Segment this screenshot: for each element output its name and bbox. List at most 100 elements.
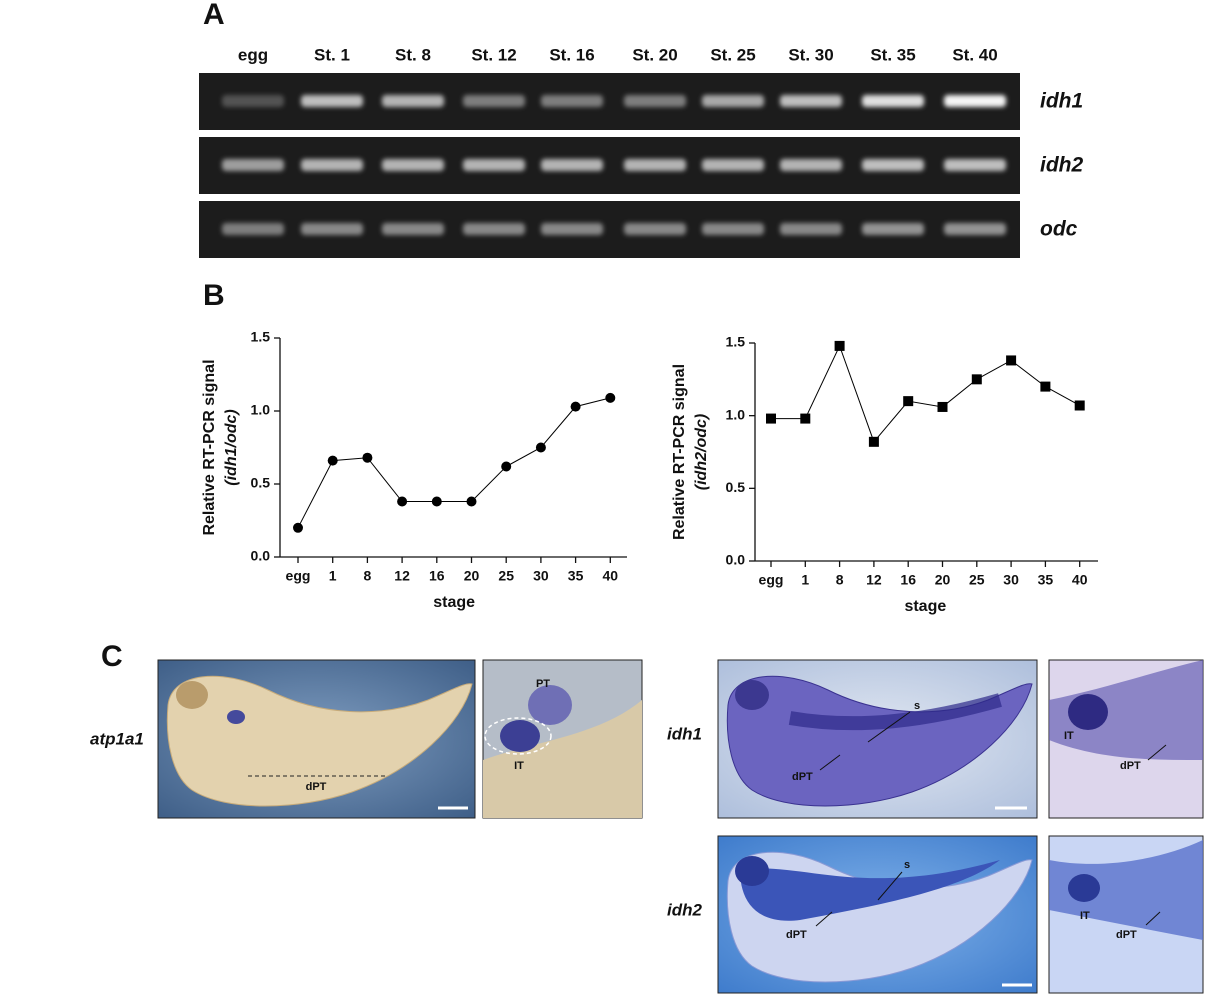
data-point [397, 496, 408, 507]
data-point [431, 496, 442, 507]
data-point [535, 442, 546, 453]
image-idh2: s dPT [717, 835, 1038, 994]
y-axis-label: Relative RT-PCR signal [201, 359, 218, 535]
gel-band [222, 223, 284, 235]
data-point [903, 396, 914, 407]
y-tick-label: 1.0 [251, 402, 271, 418]
annotation: IT [514, 760, 524, 772]
annotation: dPT [1120, 760, 1141, 772]
y-tick-label: 0.5 [726, 479, 746, 495]
gel-band [862, 223, 924, 235]
data-point [937, 401, 948, 412]
data-point [834, 340, 845, 351]
gel-band [463, 223, 525, 235]
image-atp1a1: dPT [157, 659, 476, 819]
gel-band [301, 95, 363, 107]
gene-label: idh1 [1040, 90, 1083, 113]
y-axis-label: (idh2/odc) [693, 414, 710, 490]
annotation: dPT [1116, 929, 1137, 941]
data-point [362, 452, 373, 463]
inset-idh2: IT dPT [1048, 835, 1204, 994]
lane-label: St. 40 [952, 45, 997, 64]
row-label: idh1 [667, 724, 702, 743]
y-tick-label: 1.5 [726, 334, 746, 350]
y-tick-label: 0.0 [726, 552, 746, 568]
x-tick-label: 12 [394, 568, 410, 584]
annotation: dPT [786, 929, 807, 941]
panel-label: A [203, 0, 225, 31]
annotation: dPT [306, 781, 327, 793]
annotation: IT [1064, 730, 1074, 742]
lane-label: St. 8 [395, 45, 431, 64]
gel-band [624, 159, 686, 171]
gel-band [862, 95, 924, 107]
data-point [800, 413, 811, 424]
data-point [1040, 381, 1051, 392]
gel-band [624, 223, 686, 235]
gel-band [780, 95, 842, 107]
gel-band [780, 159, 842, 171]
lane-label: St. 30 [788, 45, 833, 64]
x-tick-label: 1 [801, 572, 809, 588]
gel-band [541, 159, 603, 171]
lane-label: egg [238, 45, 268, 64]
lane-label: St. 1 [314, 45, 350, 64]
gel-band [382, 159, 444, 171]
gel-band [702, 223, 764, 235]
gene-label: idh2 [1040, 154, 1083, 177]
data-point [971, 374, 982, 385]
data-point [605, 392, 616, 403]
inset-idh1: IT dPT [1048, 659, 1204, 819]
row-label: idh2 [667, 900, 702, 919]
annotation: s [914, 700, 920, 712]
x-tick-label: 35 [1038, 572, 1054, 588]
lane-label: St. 20 [632, 45, 677, 64]
panel-label: C [101, 640, 123, 673]
data-point [570, 401, 581, 412]
x-tick-label: 25 [498, 568, 514, 584]
gel-band [624, 95, 686, 107]
gel-band [944, 95, 1006, 107]
gene-label: odc [1040, 218, 1078, 241]
x-tick-label: 20 [935, 572, 951, 588]
data-point [766, 413, 776, 424]
data-point [327, 455, 338, 466]
gel-band [382, 223, 444, 235]
data-point [466, 496, 477, 507]
data-point [868, 436, 879, 447]
row-label: atp1a1 [90, 729, 144, 748]
gel-band [702, 95, 764, 107]
data-point [293, 522, 303, 533]
x-tick-label: 25 [969, 572, 985, 588]
x-tick-label: egg [759, 572, 784, 588]
lane-label: St. 12 [471, 45, 516, 64]
gel-band [382, 95, 444, 107]
x-tick-label: 35 [568, 568, 584, 584]
gel-band [222, 159, 284, 171]
x-tick-label: 16 [900, 572, 916, 588]
gel-band [463, 95, 525, 107]
y-tick-label: 1.0 [726, 406, 746, 422]
gel-panel [199, 73, 1020, 258]
x-tick-label: 20 [464, 568, 480, 584]
y-tick-label: 0.5 [251, 475, 271, 491]
gel-band [702, 159, 764, 171]
x-tick-label: 12 [866, 572, 882, 588]
gel-band [944, 223, 1006, 235]
annotation: dPT [792, 771, 813, 783]
lane-label: St. 25 [710, 45, 755, 64]
annotation: s [904, 859, 910, 871]
x-tick-label: 8 [836, 572, 844, 588]
data-line [297, 397, 611, 529]
x-tick-label: 30 [533, 568, 549, 584]
x-tick-label: 1 [329, 568, 337, 584]
annotation: IT [1080, 910, 1090, 922]
inset-atp1a1: PT IT [482, 659, 643, 819]
lane-label: St. 16 [549, 45, 594, 64]
y-axis-label: Relative RT-PCR signal [671, 364, 688, 540]
x-tick-label: egg [286, 568, 311, 584]
data-point [501, 461, 512, 472]
image-idh1: s dPT [717, 659, 1038, 819]
gel-band [862, 159, 924, 171]
